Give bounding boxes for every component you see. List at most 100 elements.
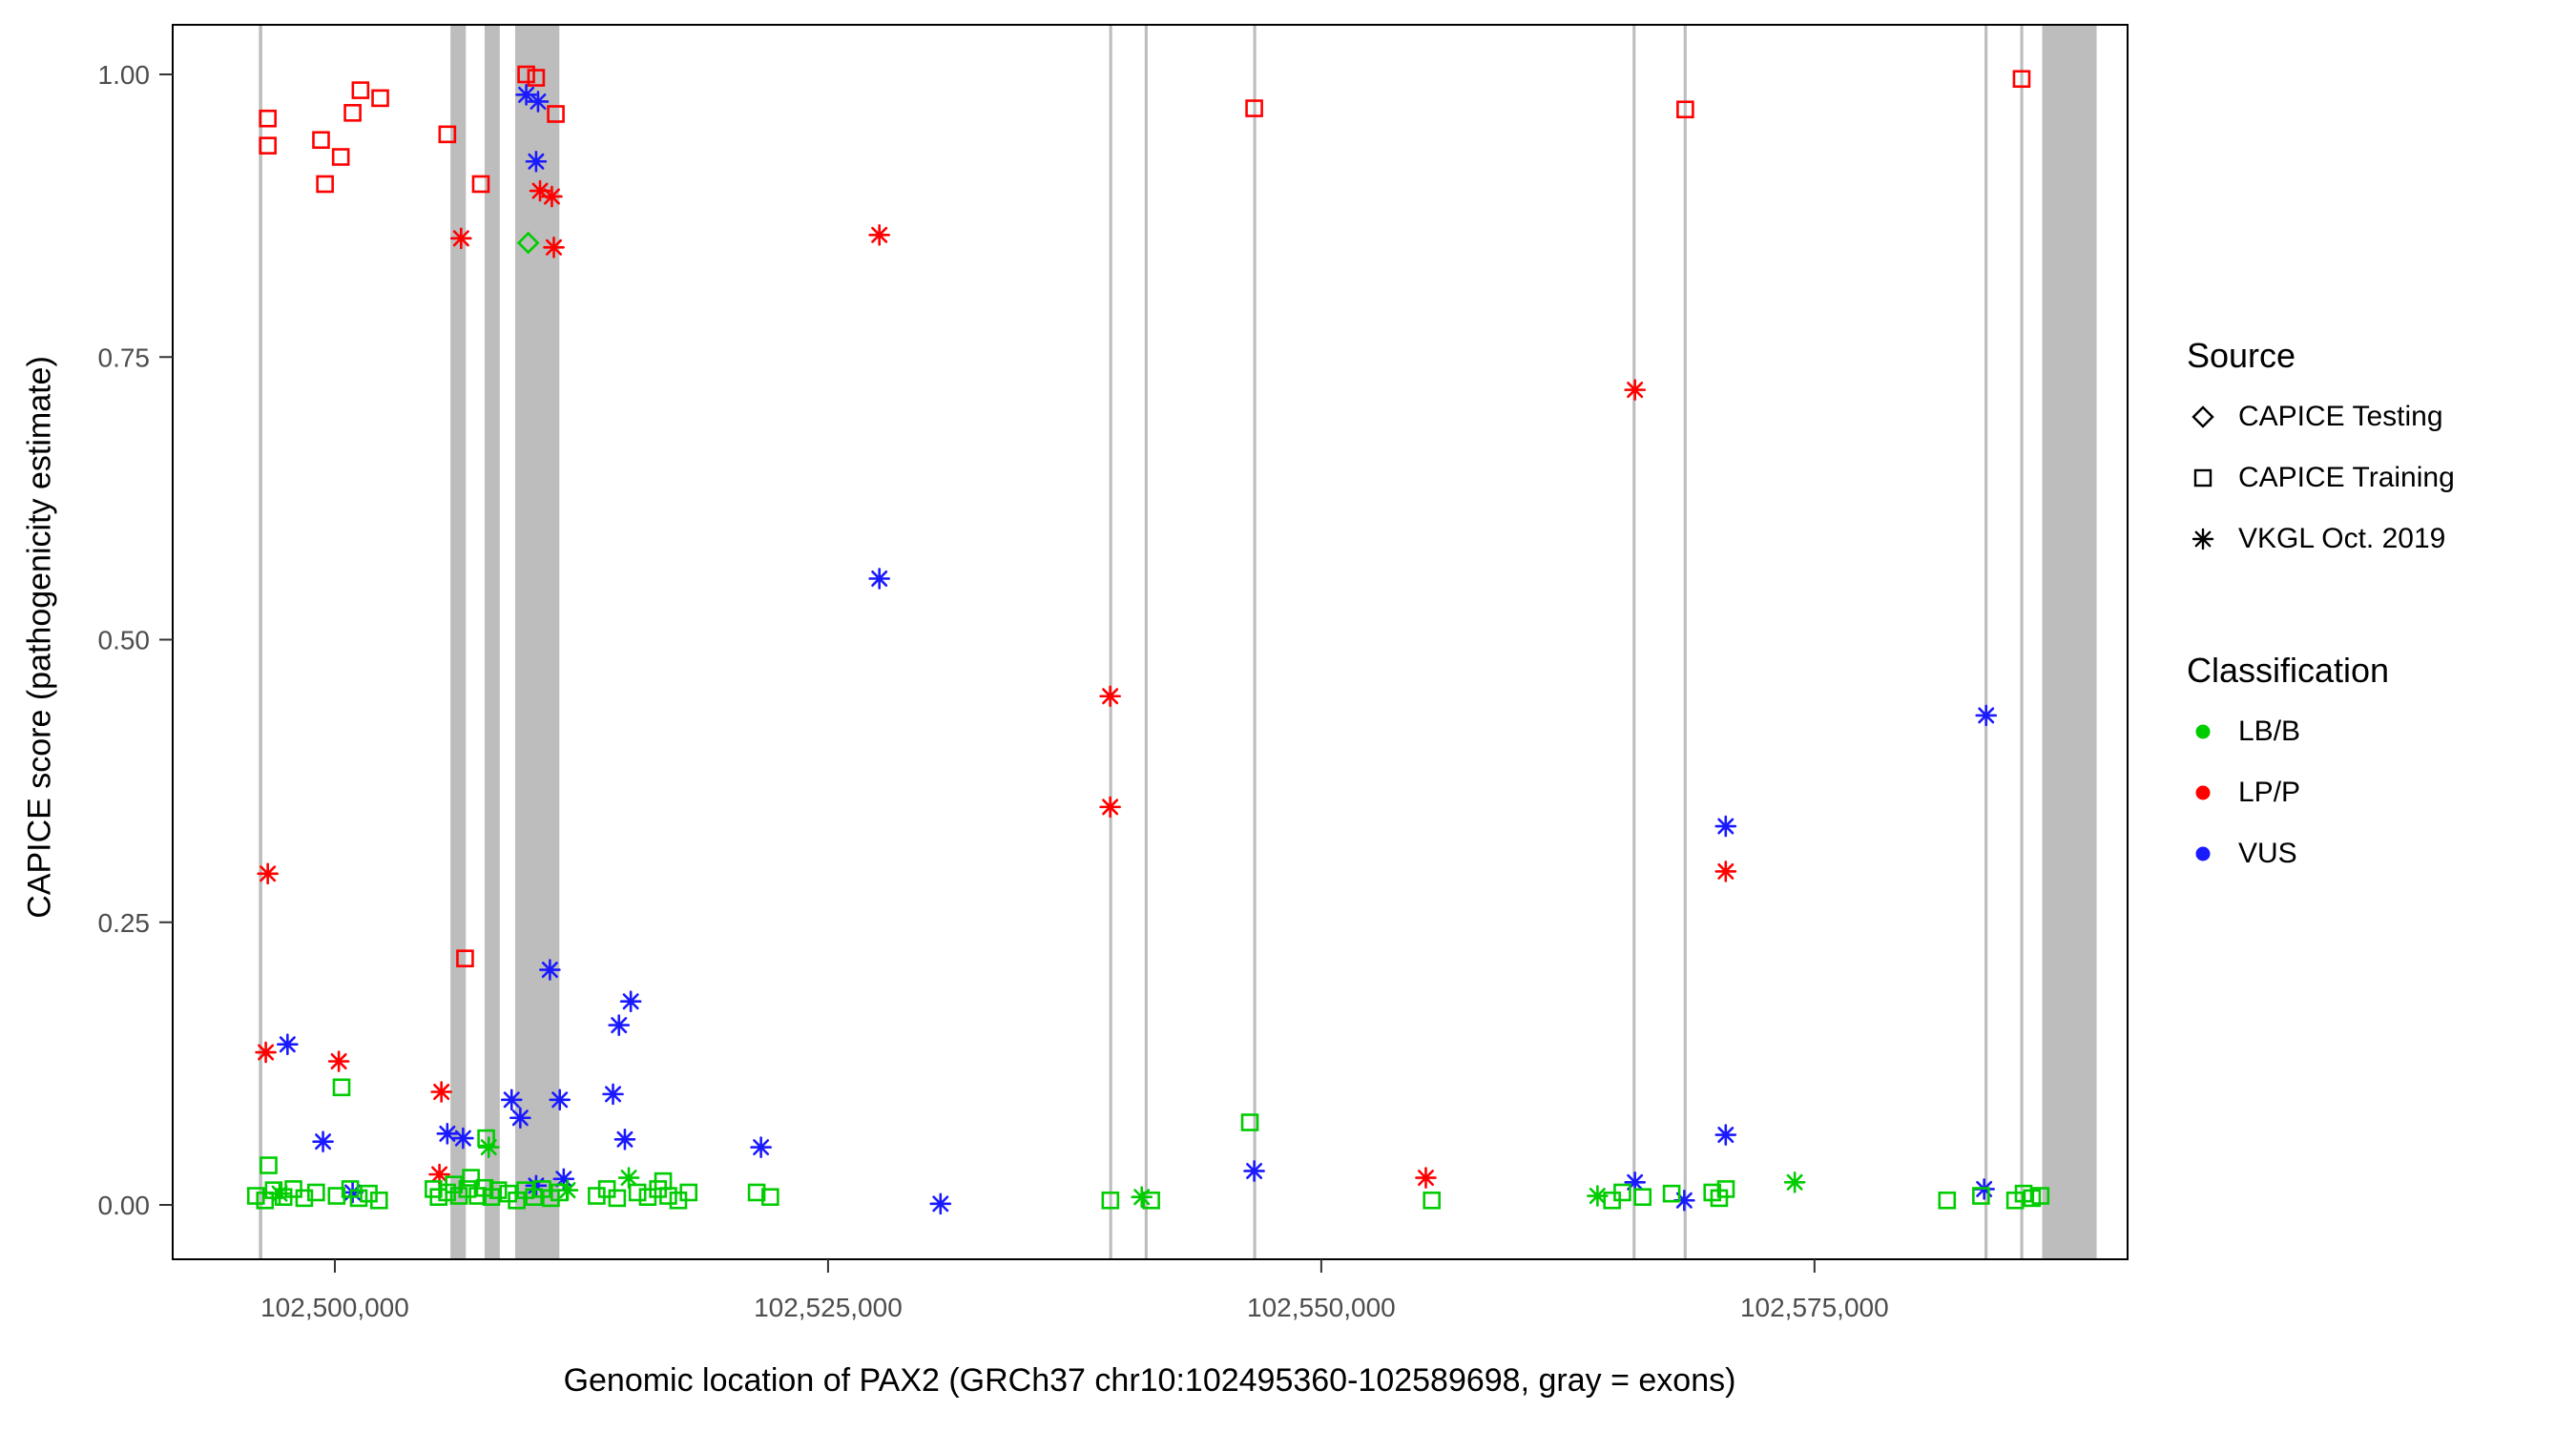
dot-icon xyxy=(2195,724,2211,739)
data-point xyxy=(679,1183,698,1202)
legend-item-label: CAPICE Testing xyxy=(2238,401,2443,432)
data-point xyxy=(471,175,490,194)
data-point xyxy=(452,1127,474,1150)
data-point xyxy=(284,1180,302,1198)
data-point xyxy=(1716,1180,1735,1198)
data-point xyxy=(2012,70,2031,89)
legend: Source CAPICE Testing CAPICE Training VK… xyxy=(2187,336,2455,899)
data-point xyxy=(436,1123,459,1145)
legend-item-lpp: LP/P xyxy=(2187,777,2455,809)
data-point xyxy=(500,1089,523,1111)
data-point xyxy=(312,1130,334,1152)
data-point xyxy=(543,237,565,259)
y-axis-title: CAPICE score (pathogenicity estimate) xyxy=(21,356,58,919)
legend-item-capice-training: CAPICE Training xyxy=(2187,462,2455,494)
data-point xyxy=(1240,1113,1259,1131)
data-point xyxy=(456,949,474,967)
data-point xyxy=(1975,704,1998,727)
data-point xyxy=(342,1181,364,1204)
exon-band xyxy=(484,25,500,1259)
data-point xyxy=(527,69,546,87)
data-point xyxy=(619,990,642,1012)
data-point xyxy=(255,1041,277,1064)
data-point xyxy=(608,1014,631,1036)
data-point xyxy=(750,1136,772,1158)
square-icon xyxy=(2193,468,2212,487)
data-point xyxy=(1624,1172,1646,1193)
data-point xyxy=(438,125,457,144)
data-point xyxy=(929,1192,952,1215)
legend-item-vkgl: VKGL Oct. 2019 xyxy=(2187,523,2455,555)
data-point xyxy=(617,1167,640,1189)
legend-item-capice-testing: CAPICE Testing xyxy=(2187,401,2455,433)
legend-item-vus: VUS xyxy=(2187,838,2455,870)
data-point xyxy=(268,1182,291,1205)
data-point xyxy=(1099,685,1121,708)
data-point xyxy=(549,1089,571,1111)
y-tick-label: 0.50 xyxy=(98,626,151,655)
legend-classification: Classification LB/B LP/P VUS xyxy=(2187,651,2455,899)
exon-band xyxy=(1144,25,1148,1259)
data-point xyxy=(430,1081,452,1103)
exon-band xyxy=(1683,25,1687,1259)
data-point xyxy=(509,1107,531,1130)
data-point xyxy=(628,1183,647,1202)
data-point xyxy=(246,1187,265,1205)
data-point xyxy=(1662,1184,1681,1203)
exon-band xyxy=(2020,25,2024,1259)
data-point xyxy=(654,1172,673,1191)
data-point xyxy=(1131,1186,1153,1209)
exon-band xyxy=(450,25,467,1259)
data-point xyxy=(477,1129,495,1148)
plot-panel-border xyxy=(172,24,2129,1260)
exon-band xyxy=(2042,25,2097,1259)
data-point xyxy=(527,91,550,113)
data-point xyxy=(1243,1160,1265,1182)
data-point xyxy=(547,105,565,123)
data-point xyxy=(597,1180,616,1198)
data-point xyxy=(1673,1189,1695,1212)
data-point xyxy=(260,1156,278,1174)
data-point xyxy=(428,1163,450,1186)
legend-item-label: VUS xyxy=(2238,838,2297,869)
data-point xyxy=(371,89,389,108)
data-point xyxy=(331,148,350,166)
data-point xyxy=(525,150,548,173)
exon-band xyxy=(1253,25,1257,1259)
data-point xyxy=(525,1174,548,1197)
x-tick-label: 102,550,000 xyxy=(1247,1293,1396,1322)
data-point xyxy=(343,103,362,122)
y-tick-label: 0.75 xyxy=(98,342,151,372)
data-point xyxy=(351,81,370,99)
data-point xyxy=(1613,1183,1631,1202)
data-point xyxy=(257,862,279,885)
data-point xyxy=(450,227,472,250)
legend-item-label: CAPICE Training xyxy=(2238,462,2455,493)
data-point xyxy=(1714,861,1737,882)
legend-source-title: Source xyxy=(2187,336,2296,375)
data-point xyxy=(488,1181,508,1199)
x-tick-label: 102,575,000 xyxy=(1740,1293,1889,1322)
data-point xyxy=(1245,99,1263,117)
data-point xyxy=(1415,1167,1437,1189)
data-point xyxy=(608,1189,627,1208)
exon-band xyxy=(1984,25,1988,1259)
data-point xyxy=(541,185,563,208)
data-point xyxy=(613,1128,636,1151)
data-point xyxy=(327,1050,350,1072)
data-point xyxy=(1423,1191,1441,1210)
y-tick-label: 0.00 xyxy=(98,1191,151,1220)
data-point xyxy=(1101,1191,1120,1210)
data-point xyxy=(1938,1191,1957,1210)
data-point xyxy=(462,1169,480,1187)
y-tick-label: 0.25 xyxy=(98,908,151,938)
data-point xyxy=(1633,1188,1652,1207)
data-point xyxy=(868,223,890,246)
data-point xyxy=(516,231,540,255)
legend-item-label: LB/B xyxy=(2238,716,2301,747)
dot-icon xyxy=(2195,846,2211,861)
data-point xyxy=(539,959,561,981)
data-point xyxy=(1783,1172,1806,1193)
data-point xyxy=(477,1136,500,1158)
